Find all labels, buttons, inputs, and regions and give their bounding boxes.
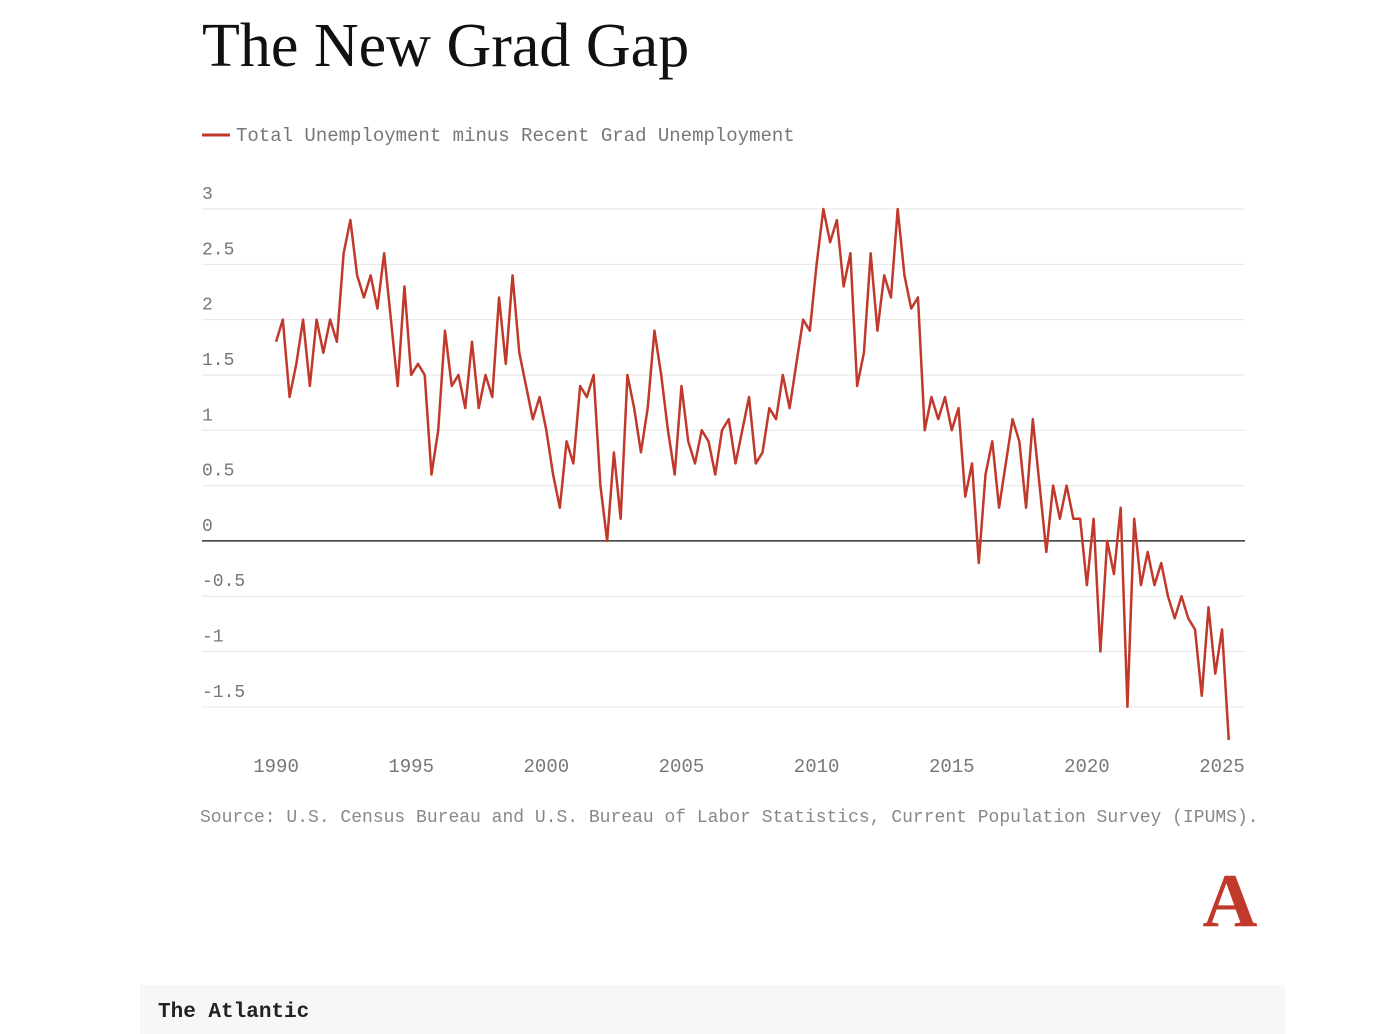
y-tick-label: 0	[202, 517, 213, 537]
x-tick-label: 2000	[524, 756, 570, 778]
x-tick-label: 2005	[659, 756, 705, 778]
chart-title: The New Grad Gap	[202, 12, 689, 80]
source-box: Source: U.S. Census Bureau and U.S. Bure…	[200, 808, 1259, 828]
y-tick-label: 2	[202, 296, 213, 316]
y-tick-label: 2.5	[202, 240, 234, 260]
publisher: The Atlantic	[158, 1001, 309, 1024]
y-tick-label: -1	[202, 628, 224, 648]
x-tick-label: 1995	[388, 756, 434, 778]
y-tick-label: -1.5	[202, 683, 245, 703]
x-tick-label: 2025	[1199, 756, 1245, 778]
y-tick-label: 3	[202, 185, 213, 205]
y-tick-label: 1	[202, 406, 213, 426]
x-tick-label: 1990	[253, 756, 299, 778]
source-note: Source: U.S. Census Bureau and U.S. Bure…	[200, 808, 1259, 828]
y-tick-label: 0.5	[202, 462, 234, 482]
logo: A	[1203, 859, 1258, 943]
x-tick-label: 2010	[794, 756, 840, 778]
y-tick-label: 1.5	[202, 351, 234, 371]
footer-bar	[140, 985, 1285, 1034]
x-tick-label: 2020	[1064, 756, 1110, 778]
legend-label: Total Unemployment minus Recent Grad Une…	[236, 125, 795, 147]
x-tick-label: 2015	[929, 756, 975, 778]
data-line	[274, 207, 1231, 741]
y-tick-label: -0.5	[202, 572, 245, 592]
